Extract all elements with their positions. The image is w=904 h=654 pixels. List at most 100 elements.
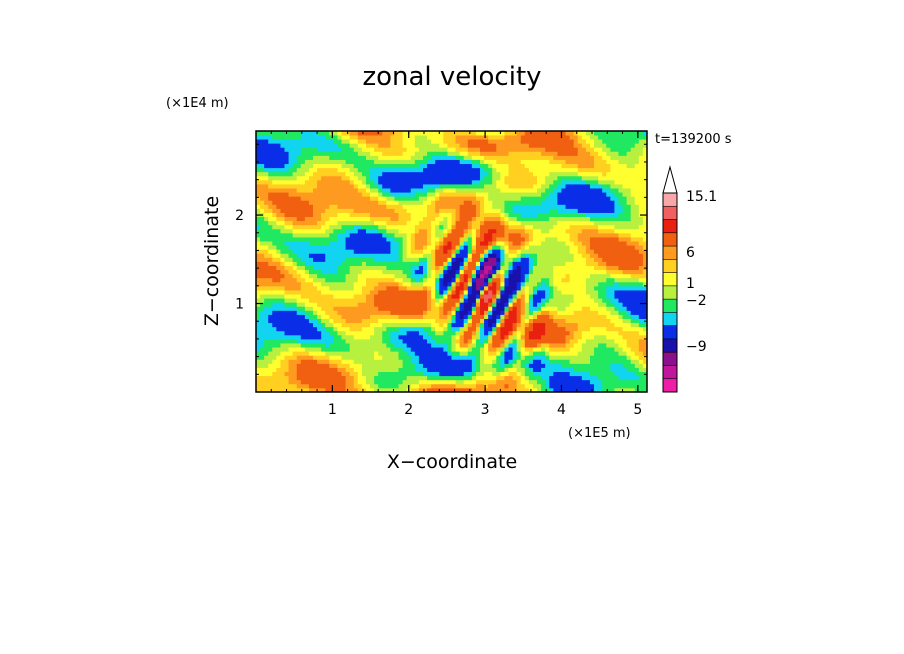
field-cell xyxy=(520,249,526,254)
field-cell xyxy=(272,338,277,344)
field-cell xyxy=(471,273,477,279)
field-cell xyxy=(492,273,497,279)
field-cell xyxy=(488,192,493,197)
field-cell xyxy=(516,257,522,262)
field-cell xyxy=(292,261,298,266)
field-cell xyxy=(353,379,359,385)
field-cell xyxy=(386,371,391,377)
field-cell xyxy=(276,232,281,238)
field-cell xyxy=(357,355,363,360)
field-cell xyxy=(288,224,294,230)
field-cell xyxy=(280,163,285,169)
field-cell xyxy=(459,387,465,392)
field-cell xyxy=(496,237,501,242)
field-cell xyxy=(378,355,383,360)
field-cell xyxy=(382,351,387,356)
field-cell xyxy=(553,269,558,275)
field-cell xyxy=(321,151,326,156)
field-cell xyxy=(488,188,493,193)
field-cell xyxy=(260,192,265,197)
field-cell xyxy=(459,330,465,336)
field-cell xyxy=(431,220,436,226)
field-cell xyxy=(357,281,363,287)
field-cell xyxy=(317,200,322,205)
field-cell xyxy=(463,131,469,136)
field-cell xyxy=(418,224,424,230)
field-cell xyxy=(504,273,509,279)
field-cell xyxy=(333,155,338,160)
field-cell xyxy=(398,302,404,307)
field-cell xyxy=(537,294,542,299)
field-cell xyxy=(561,253,566,258)
field-cell xyxy=(480,245,485,250)
field-cell xyxy=(463,265,469,271)
field-cell xyxy=(565,363,571,368)
field-cell xyxy=(337,155,342,160)
field-cell xyxy=(288,322,294,328)
field-cell xyxy=(378,298,383,303)
field-cell xyxy=(553,220,558,226)
field-cell xyxy=(455,302,461,307)
field-cell xyxy=(402,232,408,238)
field-cell xyxy=(370,334,375,340)
field-cell xyxy=(280,371,285,377)
field-cell xyxy=(410,306,416,311)
field-cell xyxy=(365,175,371,181)
field-cell xyxy=(386,294,391,299)
field-cell xyxy=(325,241,330,246)
field-cell xyxy=(288,151,294,156)
field-cell xyxy=(292,184,298,189)
field-cell xyxy=(532,200,538,205)
field-cell xyxy=(284,192,289,197)
field-cell xyxy=(276,171,281,177)
field-cell xyxy=(325,192,330,197)
field-cell xyxy=(365,359,371,364)
field-cell xyxy=(321,155,326,160)
field-cell xyxy=(296,245,302,250)
field-cell xyxy=(353,131,359,136)
field-cell xyxy=(557,322,562,328)
field-cell xyxy=(427,310,432,315)
field-cell xyxy=(471,228,477,234)
field-cell xyxy=(565,322,571,328)
field-cell xyxy=(480,379,485,385)
field-cell xyxy=(484,208,489,213)
field-cell xyxy=(451,179,456,185)
field-cell xyxy=(484,159,489,165)
field-cell xyxy=(288,334,294,340)
field-cell xyxy=(557,326,562,332)
field-cell xyxy=(337,200,342,205)
field-cell xyxy=(528,298,534,303)
field-cell xyxy=(480,135,485,140)
field-cell xyxy=(541,367,546,373)
field-cell xyxy=(565,175,571,181)
field-cell xyxy=(370,261,375,266)
field-cell xyxy=(317,302,322,307)
field-cell xyxy=(418,159,424,165)
field-cell xyxy=(272,375,277,381)
field-cell xyxy=(325,375,330,381)
field-cell xyxy=(541,334,546,340)
field-cell xyxy=(492,237,497,242)
field-cell xyxy=(504,363,509,368)
field-cell xyxy=(431,343,436,348)
field-cell xyxy=(565,351,571,356)
field-cell xyxy=(520,269,526,275)
field-cell xyxy=(553,224,558,230)
field-cell xyxy=(553,175,558,181)
field-cell xyxy=(288,237,294,242)
field-cell xyxy=(308,383,314,389)
field-cell xyxy=(325,265,330,271)
field-cell xyxy=(532,351,538,356)
field-cell xyxy=(321,290,326,295)
field-cell xyxy=(382,387,387,392)
field-cell xyxy=(300,363,306,368)
field-cell xyxy=(378,290,383,295)
field-cell xyxy=(455,200,461,205)
field-cell xyxy=(288,159,294,165)
field-cell xyxy=(272,347,277,352)
field-cell xyxy=(394,159,399,165)
field-cell xyxy=(532,179,538,185)
field-cell xyxy=(451,306,456,311)
field-cell xyxy=(292,347,298,352)
